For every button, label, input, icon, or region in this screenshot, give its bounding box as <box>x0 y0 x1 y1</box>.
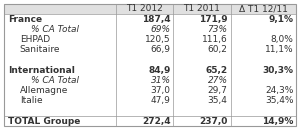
Text: 9,1%: 9,1% <box>268 15 293 24</box>
Text: 60,2: 60,2 <box>208 45 228 54</box>
Text: 24,3%: 24,3% <box>265 86 293 95</box>
Text: 111,6: 111,6 <box>202 35 228 44</box>
Bar <box>4 34 296 45</box>
Text: T1 2012: T1 2012 <box>127 5 163 14</box>
Text: 27%: 27% <box>208 76 228 85</box>
Text: 84,9: 84,9 <box>148 66 170 75</box>
Bar <box>4 106 296 116</box>
Bar <box>4 116 296 126</box>
Text: 14,9%: 14,9% <box>262 116 293 125</box>
Text: 35,4: 35,4 <box>208 96 228 105</box>
Text: Allemagne: Allemagne <box>20 86 68 95</box>
Text: 35,4%: 35,4% <box>265 96 293 105</box>
Text: 37,0: 37,0 <box>151 86 170 95</box>
Text: 11,1%: 11,1% <box>265 45 293 54</box>
Bar <box>4 4 116 14</box>
Text: 8,0%: 8,0% <box>271 35 293 44</box>
Bar <box>4 45 296 55</box>
Bar <box>4 75 296 85</box>
Text: Δ T1 12/11: Δ T1 12/11 <box>239 5 288 14</box>
Text: Sanitaire: Sanitaire <box>20 45 60 54</box>
Text: 65,2: 65,2 <box>206 66 228 75</box>
Text: T1 2011: T1 2011 <box>184 5 220 14</box>
Text: 187,4: 187,4 <box>142 15 170 24</box>
Text: % CA Total: % CA Total <box>32 76 80 85</box>
Text: % CA Total: % CA Total <box>32 25 80 34</box>
Bar <box>4 96 296 106</box>
Text: Italie: Italie <box>20 96 42 105</box>
Text: 47,9: 47,9 <box>151 96 170 105</box>
Text: 29,7: 29,7 <box>208 86 228 95</box>
Text: France: France <box>8 15 42 24</box>
Bar <box>4 65 296 75</box>
Text: 31%: 31% <box>151 76 170 85</box>
Text: International: International <box>8 66 75 75</box>
Bar <box>4 24 296 34</box>
Text: 237,0: 237,0 <box>199 116 228 125</box>
Bar <box>4 85 296 96</box>
Text: 30,3%: 30,3% <box>262 66 293 75</box>
Text: 69%: 69% <box>151 25 170 34</box>
Bar <box>230 4 296 14</box>
Bar <box>173 4 230 14</box>
Text: 66,9: 66,9 <box>151 45 170 54</box>
Text: EHPAD: EHPAD <box>20 35 50 44</box>
Text: TOTAL Groupe: TOTAL Groupe <box>8 116 80 125</box>
Text: 171,9: 171,9 <box>199 15 228 24</box>
Bar <box>4 14 296 24</box>
Text: 120,5: 120,5 <box>145 35 170 44</box>
Text: 272,4: 272,4 <box>142 116 170 125</box>
Bar <box>4 55 296 65</box>
Bar <box>116 4 173 14</box>
Text: 73%: 73% <box>208 25 228 34</box>
